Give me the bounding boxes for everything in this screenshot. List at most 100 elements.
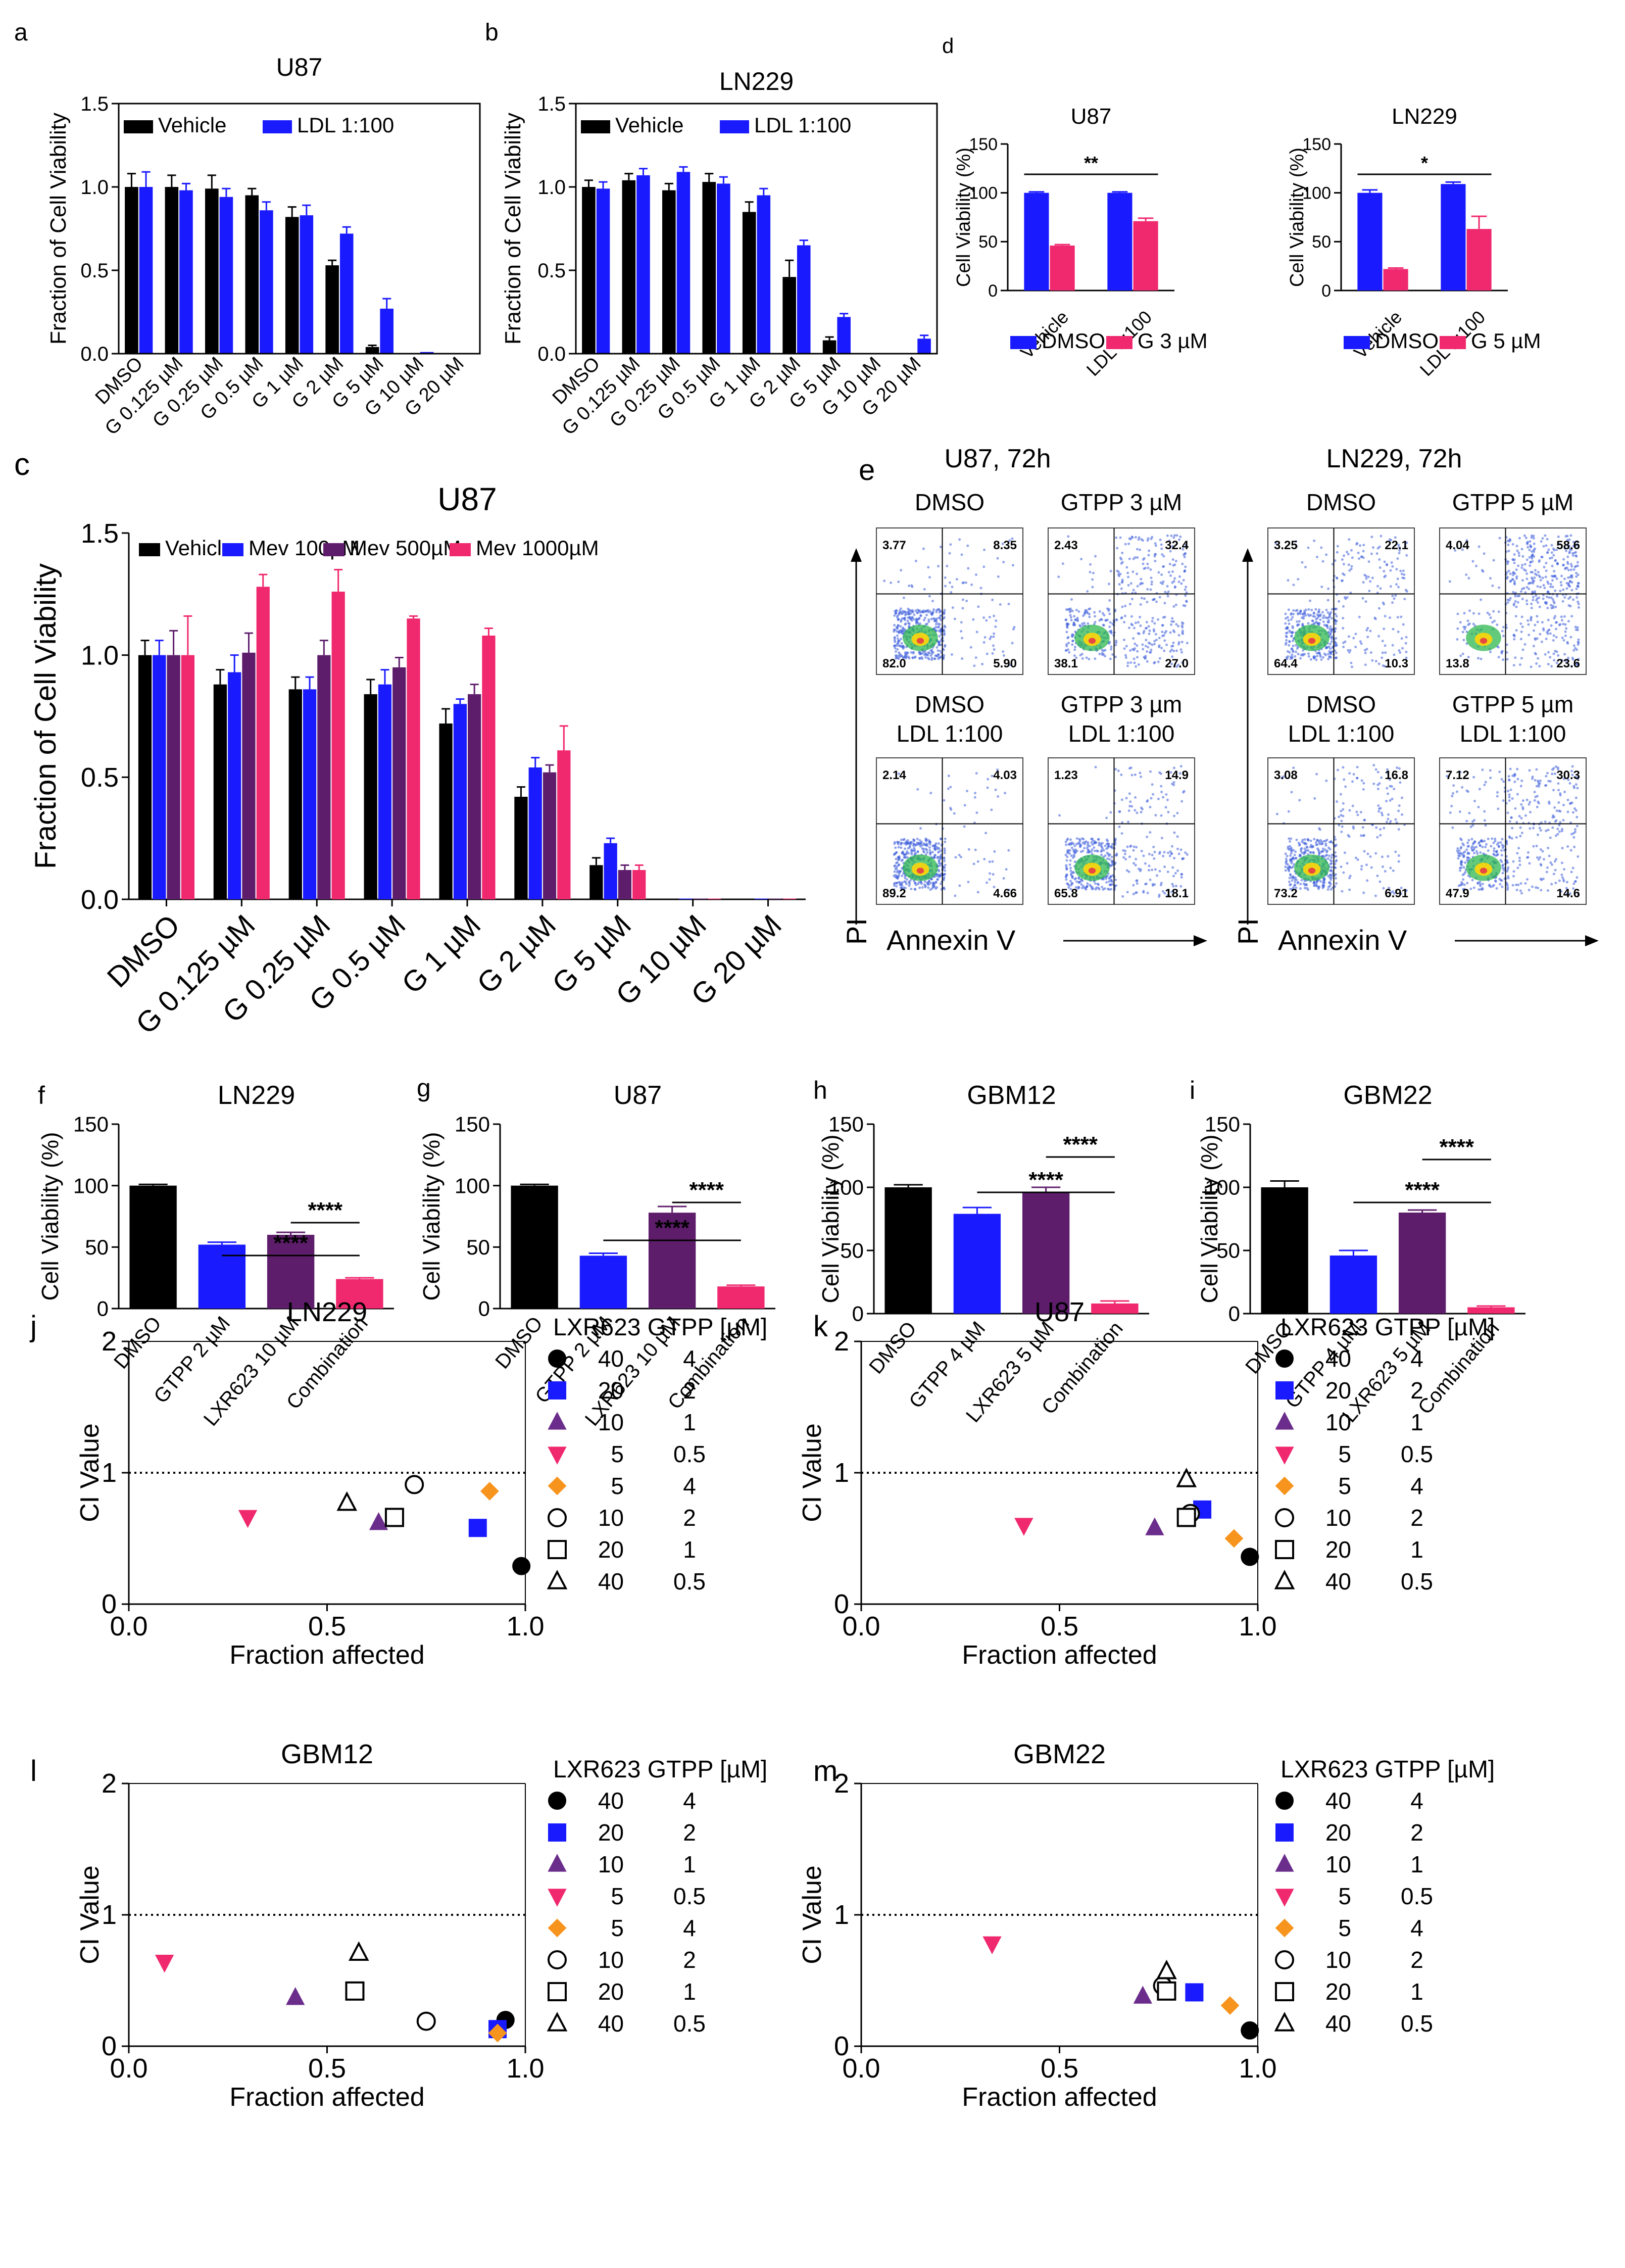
quadrant-tr: 8.35 bbox=[993, 539, 1017, 552]
legend-lxr: 40 bbox=[598, 1788, 624, 1814]
flow-dot bbox=[1389, 799, 1392, 802]
flow-dot bbox=[1370, 866, 1373, 869]
bar bbox=[1133, 221, 1158, 291]
flow-dot bbox=[1127, 870, 1130, 873]
flow-dot bbox=[1135, 879, 1138, 882]
flow-dot bbox=[1530, 582, 1533, 585]
flow-dot bbox=[1496, 843, 1499, 846]
flow-dot bbox=[1067, 535, 1070, 538]
flow-dot bbox=[1399, 569, 1402, 572]
significance-label: **** bbox=[1063, 1132, 1098, 1157]
flow-dot bbox=[1290, 876, 1293, 879]
flow-dot bbox=[1168, 562, 1171, 565]
flow-dot bbox=[1152, 884, 1155, 887]
flow-dot bbox=[1064, 843, 1067, 846]
flow-dot bbox=[1465, 539, 1468, 542]
flow-dot bbox=[1361, 597, 1364, 600]
flow-dot bbox=[1390, 539, 1393, 542]
flow-dot bbox=[1534, 623, 1537, 626]
flow-dot bbox=[1123, 647, 1126, 650]
flow-dot bbox=[1307, 652, 1310, 655]
flow-dot bbox=[1091, 843, 1094, 846]
flow-dot bbox=[1546, 631, 1549, 634]
flow-dot bbox=[1462, 866, 1465, 869]
bar bbox=[228, 672, 241, 899]
legend-gtpp: 4 bbox=[683, 1788, 696, 1814]
flow-dot bbox=[896, 875, 899, 878]
flow-dot bbox=[1094, 615, 1097, 618]
flow-dot bbox=[1369, 651, 1372, 654]
flow-dot bbox=[1161, 635, 1164, 638]
flow-dot bbox=[1468, 609, 1471, 612]
flow-dot bbox=[1329, 878, 1333, 881]
flow-dot bbox=[1532, 596, 1535, 599]
flow-dot bbox=[1149, 831, 1152, 834]
flow-dot bbox=[1298, 620, 1301, 623]
flow-dot bbox=[924, 656, 927, 659]
flow-dot bbox=[883, 580, 886, 583]
flow-dot bbox=[1151, 853, 1154, 856]
flow-dot bbox=[898, 612, 901, 615]
flow-dot bbox=[943, 851, 946, 854]
flow-dot bbox=[1334, 622, 1337, 625]
flow-dot bbox=[1292, 886, 1295, 889]
flow-dot bbox=[938, 608, 941, 611]
flow-dot bbox=[1184, 544, 1187, 547]
flow-dot bbox=[1354, 856, 1357, 859]
flow-dot bbox=[1555, 577, 1558, 581]
y-tick-label: 0 bbox=[834, 2031, 849, 2061]
flow-dot bbox=[958, 884, 961, 887]
flow-dot bbox=[1147, 537, 1150, 540]
flow-dot bbox=[1401, 647, 1404, 650]
flow-dot bbox=[1488, 613, 1491, 616]
flow-dot bbox=[929, 882, 932, 885]
flow-dot bbox=[1291, 632, 1294, 635]
flow-dot bbox=[1551, 598, 1554, 601]
x-axis-label: Fraction affected bbox=[229, 1640, 424, 1670]
flow-dot bbox=[1129, 649, 1132, 652]
flow-dot bbox=[1364, 600, 1367, 603]
flow-dot bbox=[982, 641, 986, 644]
flow-dot bbox=[904, 877, 907, 880]
flow-dot bbox=[1343, 596, 1346, 599]
flow-dot bbox=[1378, 782, 1381, 785]
flow-dot bbox=[1570, 833, 1573, 836]
marker-diamond bbox=[480, 1481, 499, 1501]
flow-dot bbox=[1573, 565, 1577, 568]
flow-dot bbox=[1070, 846, 1073, 849]
y-tick-label: 0 bbox=[1228, 1302, 1240, 1326]
flow-dot bbox=[1386, 768, 1389, 771]
flow-dot bbox=[1102, 623, 1105, 626]
flow-dot bbox=[1537, 657, 1540, 660]
flow-dot bbox=[1167, 570, 1170, 573]
flow-dot bbox=[930, 613, 933, 616]
plot-frame bbox=[118, 103, 481, 355]
flow-dot bbox=[1139, 603, 1142, 606]
flow-dot bbox=[1068, 651, 1071, 654]
flow-dot bbox=[987, 778, 990, 781]
flow-dot bbox=[1357, 557, 1360, 560]
legend-lxr: 40 bbox=[1325, 1568, 1351, 1595]
flow-dot bbox=[953, 617, 956, 620]
flow-dot bbox=[1546, 771, 1549, 775]
flow-dot bbox=[996, 768, 999, 771]
flow-plot-label: GTPP 5 µM bbox=[1452, 489, 1573, 515]
flow-dot bbox=[960, 553, 963, 556]
flow-dot bbox=[1120, 774, 1123, 777]
flow-dot bbox=[1345, 551, 1348, 554]
flow-dot bbox=[1532, 537, 1535, 540]
flow-dot bbox=[1149, 878, 1152, 881]
flow-dot bbox=[1091, 837, 1094, 840]
flow-dot bbox=[1538, 560, 1541, 563]
flow-dot bbox=[1071, 856, 1074, 859]
flow-plot-label: GTPP 5 µm bbox=[1452, 691, 1573, 717]
flow-dot bbox=[1396, 616, 1399, 619]
x-tick-label: 0.0 bbox=[110, 2053, 147, 2084]
legend-gtpp: 0.5 bbox=[673, 2010, 706, 2037]
flow-dot bbox=[1148, 629, 1151, 632]
flow-dot bbox=[947, 787, 950, 790]
flow-dot bbox=[1484, 781, 1487, 784]
flow-dot bbox=[1182, 604, 1185, 607]
flow-dot bbox=[1327, 645, 1331, 648]
flow-dot bbox=[1542, 858, 1545, 861]
